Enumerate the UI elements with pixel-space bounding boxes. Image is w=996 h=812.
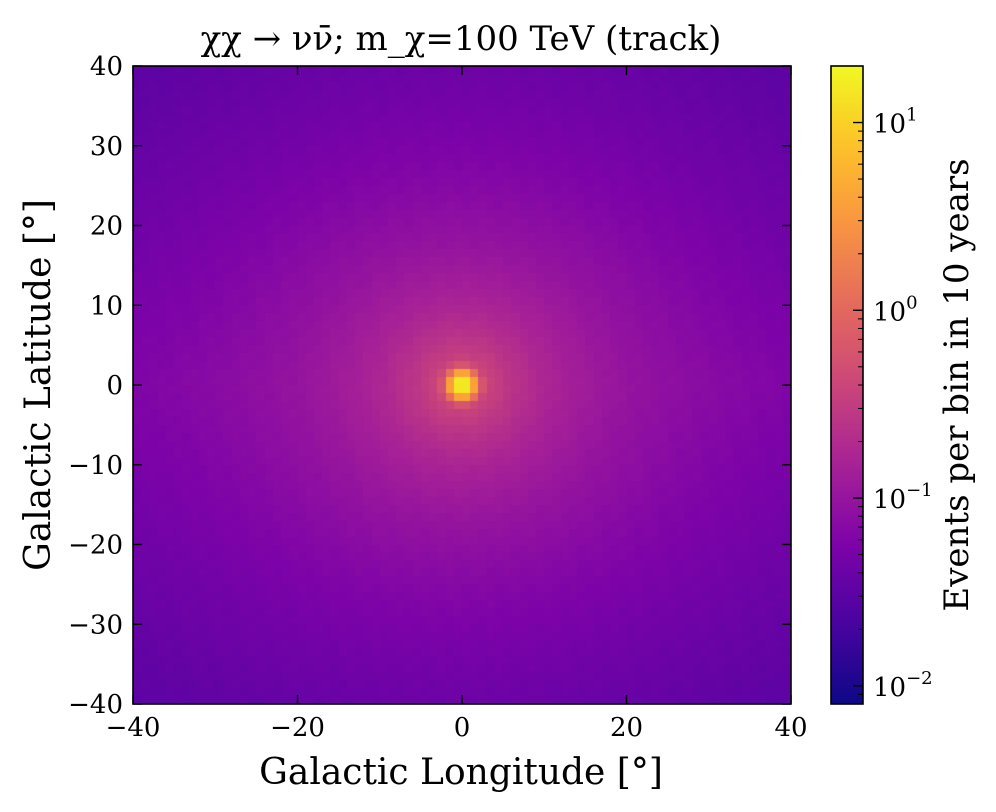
colorbar-tick-label: 101 [873, 105, 918, 140]
y-tick-label: −10 [68, 451, 123, 481]
x-tick-label: 0 [454, 713, 471, 743]
y-axis: −40 −30 −20 −10 0 10 20 30 40 [68, 52, 791, 720]
y-tick-label: −20 [68, 531, 123, 561]
x-tick-label: 40 [774, 713, 807, 743]
y-tick-label: −30 [68, 610, 123, 640]
colorbar-tick-label: 10−2 [873, 668, 933, 703]
x-axis: −40 −20 0 20 40 [106, 66, 808, 743]
chart-title: χχ → νν̄; m_χ=100 TeV (track) [201, 19, 722, 59]
colorbar-tick-label: 10−1 [873, 480, 933, 515]
x-tick-label: −20 [270, 713, 325, 743]
heatmap-area [133, 66, 791, 704]
x-axis-label: Galactic Longitude [°] [259, 752, 663, 793]
colorbar-ticks: 10−2 10−1 100 101 [853, 65, 933, 705]
colorbar: 10−2 10−1 100 101 Events per bin in 10 year… [830, 65, 977, 705]
colorbar-tick-label: 100 [873, 292, 918, 327]
colorbar-label: Events per bin in 10 years [937, 158, 977, 611]
y-tick-label: −40 [68, 690, 123, 720]
heatmap-image [133, 66, 791, 704]
y-tick-label: 0 [106, 371, 123, 401]
colorbar-gradient [831, 66, 863, 704]
y-axis-label: Galactic Latitude [°] [18, 199, 59, 571]
y-tick-label: 20 [90, 212, 123, 242]
x-tick-label: 20 [610, 713, 643, 743]
y-tick-label: 10 [90, 291, 123, 321]
y-tick-label: 40 [90, 52, 123, 82]
x-tick-label: −40 [106, 713, 161, 743]
y-tick-label: 30 [90, 132, 123, 162]
